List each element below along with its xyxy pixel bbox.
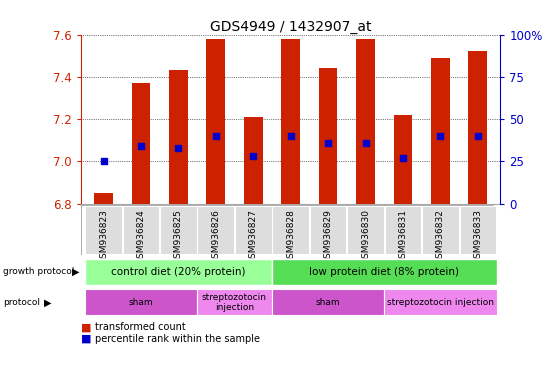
FancyBboxPatch shape: [310, 207, 347, 254]
Text: sham: sham: [316, 298, 340, 307]
Text: GSM936833: GSM936833: [473, 209, 482, 265]
Text: percentile rank within the sample: percentile rank within the sample: [95, 334, 260, 344]
Text: GSM936828: GSM936828: [286, 209, 295, 264]
Text: GSM936829: GSM936829: [324, 209, 333, 264]
FancyBboxPatch shape: [272, 290, 384, 315]
FancyBboxPatch shape: [85, 259, 272, 285]
Bar: [394, 115, 413, 204]
FancyBboxPatch shape: [385, 207, 421, 254]
Bar: [468, 51, 487, 204]
Text: GSM936825: GSM936825: [174, 209, 183, 264]
FancyBboxPatch shape: [272, 207, 309, 254]
FancyBboxPatch shape: [197, 207, 234, 254]
FancyBboxPatch shape: [235, 207, 272, 254]
Text: protocol: protocol: [3, 298, 40, 307]
Text: GSM936824: GSM936824: [136, 209, 145, 264]
FancyBboxPatch shape: [384, 290, 496, 315]
Bar: [94, 193, 113, 204]
Text: GSM936826: GSM936826: [211, 209, 220, 264]
FancyBboxPatch shape: [197, 290, 272, 315]
Text: GSM936831: GSM936831: [399, 209, 408, 265]
Text: ■: ■: [81, 323, 92, 333]
Text: streptozotocin injection: streptozotocin injection: [387, 298, 494, 307]
Text: growth protocol: growth protocol: [3, 267, 74, 276]
FancyBboxPatch shape: [85, 207, 122, 254]
Text: control diet (20% protein): control diet (20% protein): [111, 266, 245, 277]
Text: GSM936823: GSM936823: [99, 209, 108, 264]
Bar: [356, 39, 375, 204]
Bar: [281, 39, 300, 204]
Text: ■: ■: [81, 334, 92, 344]
Text: low protein diet (8% protein): low protein diet (8% protein): [309, 266, 459, 277]
FancyBboxPatch shape: [122, 207, 159, 254]
FancyBboxPatch shape: [347, 207, 384, 254]
Text: streptozotocin
injection: streptozotocin injection: [202, 293, 267, 312]
FancyBboxPatch shape: [85, 290, 197, 315]
Bar: [244, 117, 263, 204]
FancyBboxPatch shape: [459, 207, 496, 254]
FancyBboxPatch shape: [160, 207, 197, 254]
Text: sham: sham: [129, 298, 153, 307]
Text: GSM936827: GSM936827: [249, 209, 258, 264]
FancyBboxPatch shape: [272, 259, 496, 285]
Bar: [319, 68, 338, 204]
Text: ▶: ▶: [72, 266, 79, 277]
Bar: [206, 39, 225, 204]
Text: ▶: ▶: [44, 297, 51, 308]
FancyBboxPatch shape: [422, 207, 459, 254]
Text: transformed count: transformed count: [95, 323, 186, 333]
Text: GSM936830: GSM936830: [361, 209, 370, 265]
Bar: [169, 71, 188, 204]
Text: GSM936832: GSM936832: [436, 209, 445, 264]
Title: GDS4949 / 1432907_at: GDS4949 / 1432907_at: [210, 20, 371, 33]
Bar: [131, 83, 150, 204]
Bar: [431, 58, 450, 204]
